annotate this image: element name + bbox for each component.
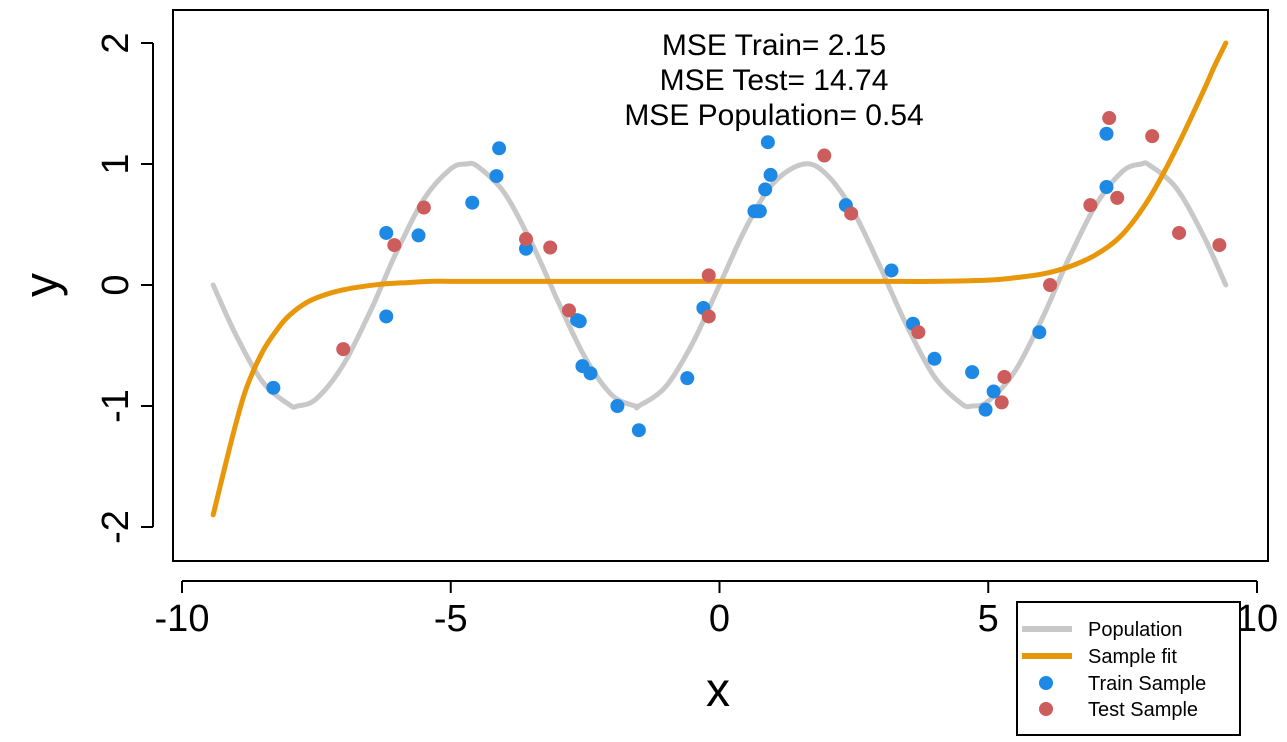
test-point [416,200,431,215]
test-point [1212,238,1227,253]
mse-annotations: MSE Train= 2.15 MSE Test= 14.74 MSE Popu… [624,29,923,132]
x-tick-label: 5 [978,598,999,640]
y-tick-label: 2 [95,32,137,53]
x-tick-label: -10 [155,598,210,640]
legend-label-train: Train Sample [1088,673,1206,695]
train-point [758,182,773,197]
y-tick-label: 1 [95,153,137,174]
train-point [379,309,394,324]
legend-label-sample-fit: Sample fit [1088,646,1177,668]
mse-population-label: MSE Population= 0.54 [624,99,923,132]
test-point [1102,111,1117,126]
legend-label-test: Test Sample [1088,699,1198,721]
train-point [519,241,533,256]
test-points-layer [336,111,1227,410]
x-tick-label: -5 [434,598,468,640]
test-point [817,148,832,163]
train-point [411,228,426,243]
legend: Population Sample fit Train Sample Test … [1016,601,1241,736]
test-point [1145,129,1160,144]
mse-test-label: MSE Test= 14.74 [660,64,889,97]
train-point [1099,126,1114,141]
train-point [492,141,507,156]
test-point [562,303,576,318]
train-point [884,263,899,278]
train-point [760,135,775,150]
test-point [336,342,351,357]
test-point [994,395,1009,410]
test-point [701,268,716,283]
train-point [266,380,281,395]
train-point [583,366,598,381]
mse-train-label: MSE Train= 2.15 [662,29,886,62]
train-point [752,204,767,219]
x-tick-label: 10 [1236,598,1278,640]
test-point [519,232,533,247]
sample-fit-layer [210,40,1229,518]
train-point [572,314,587,329]
test-point [1110,190,1125,205]
train-point [610,399,625,413]
train-point [927,351,942,366]
y-axis: -2 -1 0 1 2 [95,32,154,544]
legend-swatch-test [1039,702,1053,716]
x-axis-title: x [706,664,730,717]
test-point [997,369,1012,384]
x-axis: -10 -5 0 5 10 [155,580,1278,640]
train-point [978,402,993,417]
test-point [387,238,402,253]
train-point [763,167,778,182]
test-point [1172,225,1187,240]
test-point [701,309,716,324]
test-point [1043,278,1058,292]
train-point [379,225,394,240]
test-point [911,325,926,340]
y-tick-label: 0 [95,274,137,295]
test-point [543,240,558,255]
train-point [465,195,480,210]
x-tick-label: 0 [709,598,730,640]
legend-box [1016,601,1241,736]
plot-frame [172,9,1269,562]
y-axis-title: y [16,273,69,297]
y-tick-label: -1 [95,389,137,423]
train-points-layer [266,126,1114,438]
test-point [1083,198,1098,213]
test-point [844,206,859,221]
train-point [489,169,504,184]
train-point [1099,179,1114,194]
train-point [965,365,980,380]
y-tick-label: -2 [95,510,137,544]
legend-label-population: Population [1088,619,1183,641]
train-point [680,371,695,386]
sample-fit-line [210,40,1229,518]
train-point [631,423,646,438]
train-point [1032,325,1047,340]
train-point [986,384,1001,399]
legend-swatch-train [1039,676,1053,690]
